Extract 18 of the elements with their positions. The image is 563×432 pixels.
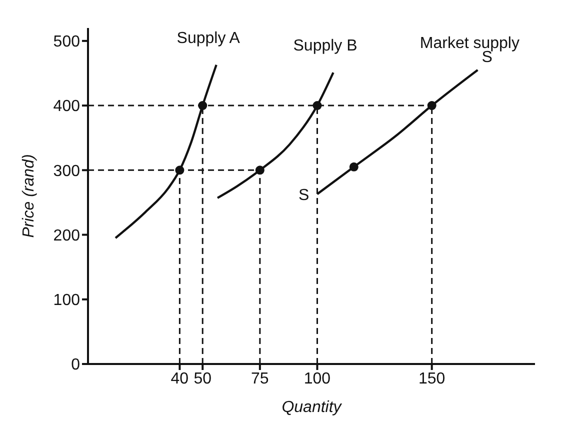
series-label: Supply A — [176, 30, 240, 47]
y-tick-label: 500 — [53, 34, 80, 51]
y-tick-label: 100 — [53, 292, 80, 310]
annotation: S — [482, 49, 492, 66]
x-axis-title: Quantity — [282, 399, 342, 416]
x-tick-label: 100 — [304, 370, 331, 388]
annotation: S — [298, 187, 310, 204]
x-tick-label: 150 — [418, 370, 446, 388]
x-tick-label: 75 — [251, 370, 269, 388]
y-tick-label: 0 — [71, 356, 80, 374]
series-label: Supply B — [293, 38, 358, 55]
series-label: Market supply — [420, 35, 520, 52]
x-tick-label: 50 — [194, 370, 212, 388]
y-tick-label: 300 — [53, 162, 80, 180]
x-tick-label: 40 — [170, 370, 189, 388]
y-tick-label: 400 — [53, 98, 80, 116]
y-tick-label: 200 — [53, 227, 80, 244]
y-axis-title: Price (rand) — [20, 154, 38, 238]
